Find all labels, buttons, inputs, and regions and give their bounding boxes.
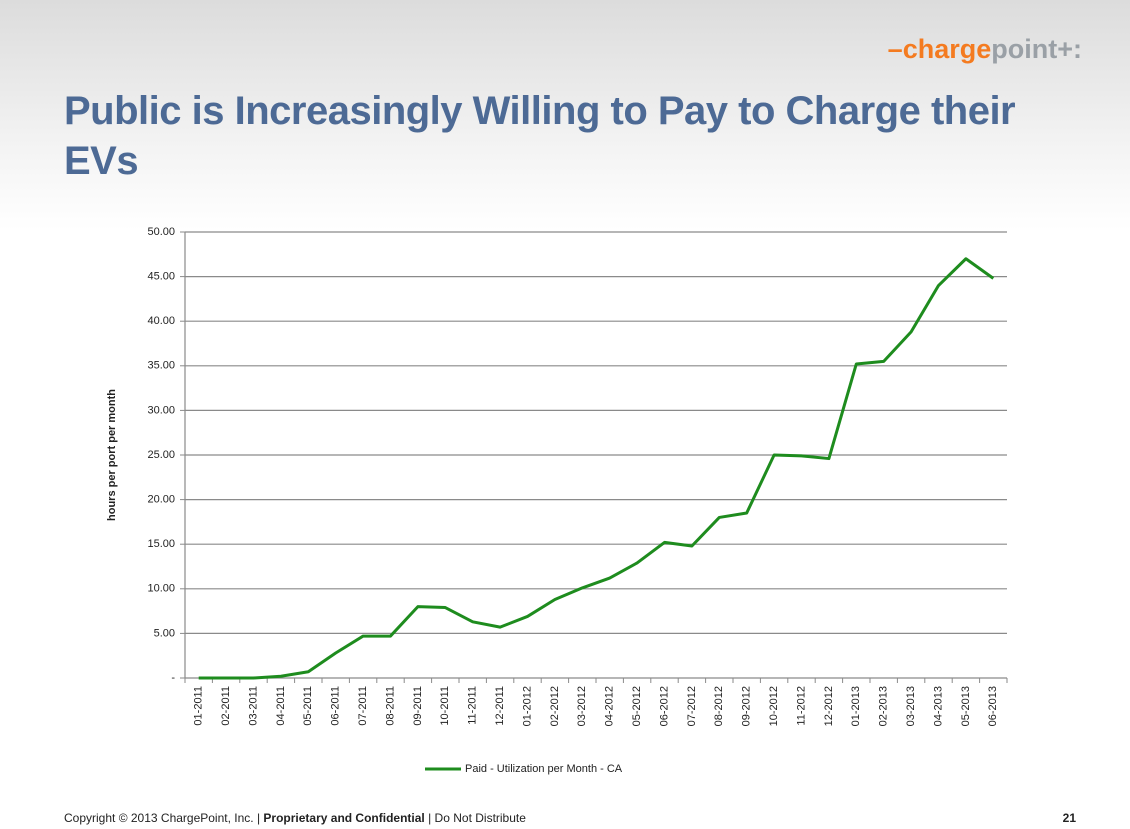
logo-first: charge [902, 34, 992, 64]
y-tick-label: 50.00 [147, 226, 175, 238]
x-tick-label: 04-2011 [275, 686, 287, 726]
x-tick-label: 04-2013 [932, 686, 944, 726]
legend-label: Paid - Utilization per Month - CA [465, 763, 623, 775]
y-tick-label: 30.00 [147, 404, 175, 416]
logo-second: point [991, 34, 1058, 64]
x-tick-label: 10-2012 [768, 686, 780, 726]
x-tick-label: 11-2011 [467, 686, 479, 725]
x-tick-label: 06-2012 [658, 686, 670, 726]
x-tick-label: 07-2011 [357, 686, 369, 726]
x-tick-label: 06-2013 [987, 686, 999, 726]
footer-start: Copyright © 2013 ChargePoint, Inc. | [64, 811, 263, 825]
logo: –chargepoint+: [887, 34, 1082, 64]
y-axis-label: hours per port per month [106, 389, 118, 521]
y-tick-label: 10.00 [147, 583, 175, 595]
y-tick-label: 40.00 [147, 315, 175, 327]
x-tick-label: 06-2011 [330, 686, 342, 726]
x-tick-label: 03-2012 [576, 686, 588, 726]
data-line [198, 257, 995, 680]
x-tick-label: 01-2012 [521, 686, 533, 726]
footer: Copyright © 2013 ChargePoint, Inc. | Pro… [64, 811, 526, 825]
page-number: 21 [1063, 811, 1077, 825]
x-tick-label: 11-2012 [795, 686, 807, 726]
x-tick-label: 08-2012 [713, 686, 725, 726]
x-tick-label: 05-2011 [302, 686, 314, 726]
x-tick-label: 08-2011 [384, 686, 396, 726]
x-tick-label: 03-2013 [905, 686, 917, 726]
y-tick-label: 15.00 [147, 538, 175, 550]
x-tick-label: 02-2011 [220, 686, 232, 726]
x-tick-label: 09-2012 [741, 686, 753, 726]
x-tick-label: 04-2012 [604, 686, 616, 726]
x-tick-label: 01-2013 [850, 686, 862, 726]
y-tick-label: 5.00 [154, 627, 175, 639]
x-tick-label: 01-2011 [193, 686, 205, 726]
x-tick-label: 12-2011 [494, 686, 506, 726]
x-tick-label: 05-2013 [960, 686, 972, 726]
y-tick-label: - [171, 672, 175, 684]
footer-end: | Do Not Distribute [425, 811, 526, 825]
footer-bold: Proprietary and Confidential [263, 811, 424, 825]
x-tick-label: 09-2011 [412, 686, 424, 726]
x-tick-label: 02-2013 [878, 686, 890, 726]
x-tick-label: 12-2012 [823, 686, 835, 726]
x-tick-label: 10-2011 [439, 686, 451, 726]
y-tick-label: 20.00 [147, 494, 175, 506]
y-tick-label: 45.00 [147, 271, 175, 283]
x-tick-label: 02-2012 [549, 686, 561, 726]
x-tick-label: 05-2012 [631, 686, 643, 726]
y-tick-label: 35.00 [147, 360, 175, 372]
slide-title: Public is Increasingly Willing to Pay to… [64, 89, 1016, 183]
x-tick-label: 03-2011 [247, 686, 259, 726]
x-tick-label: 07-2012 [686, 686, 698, 726]
y-tick-label: 25.00 [147, 449, 175, 461]
